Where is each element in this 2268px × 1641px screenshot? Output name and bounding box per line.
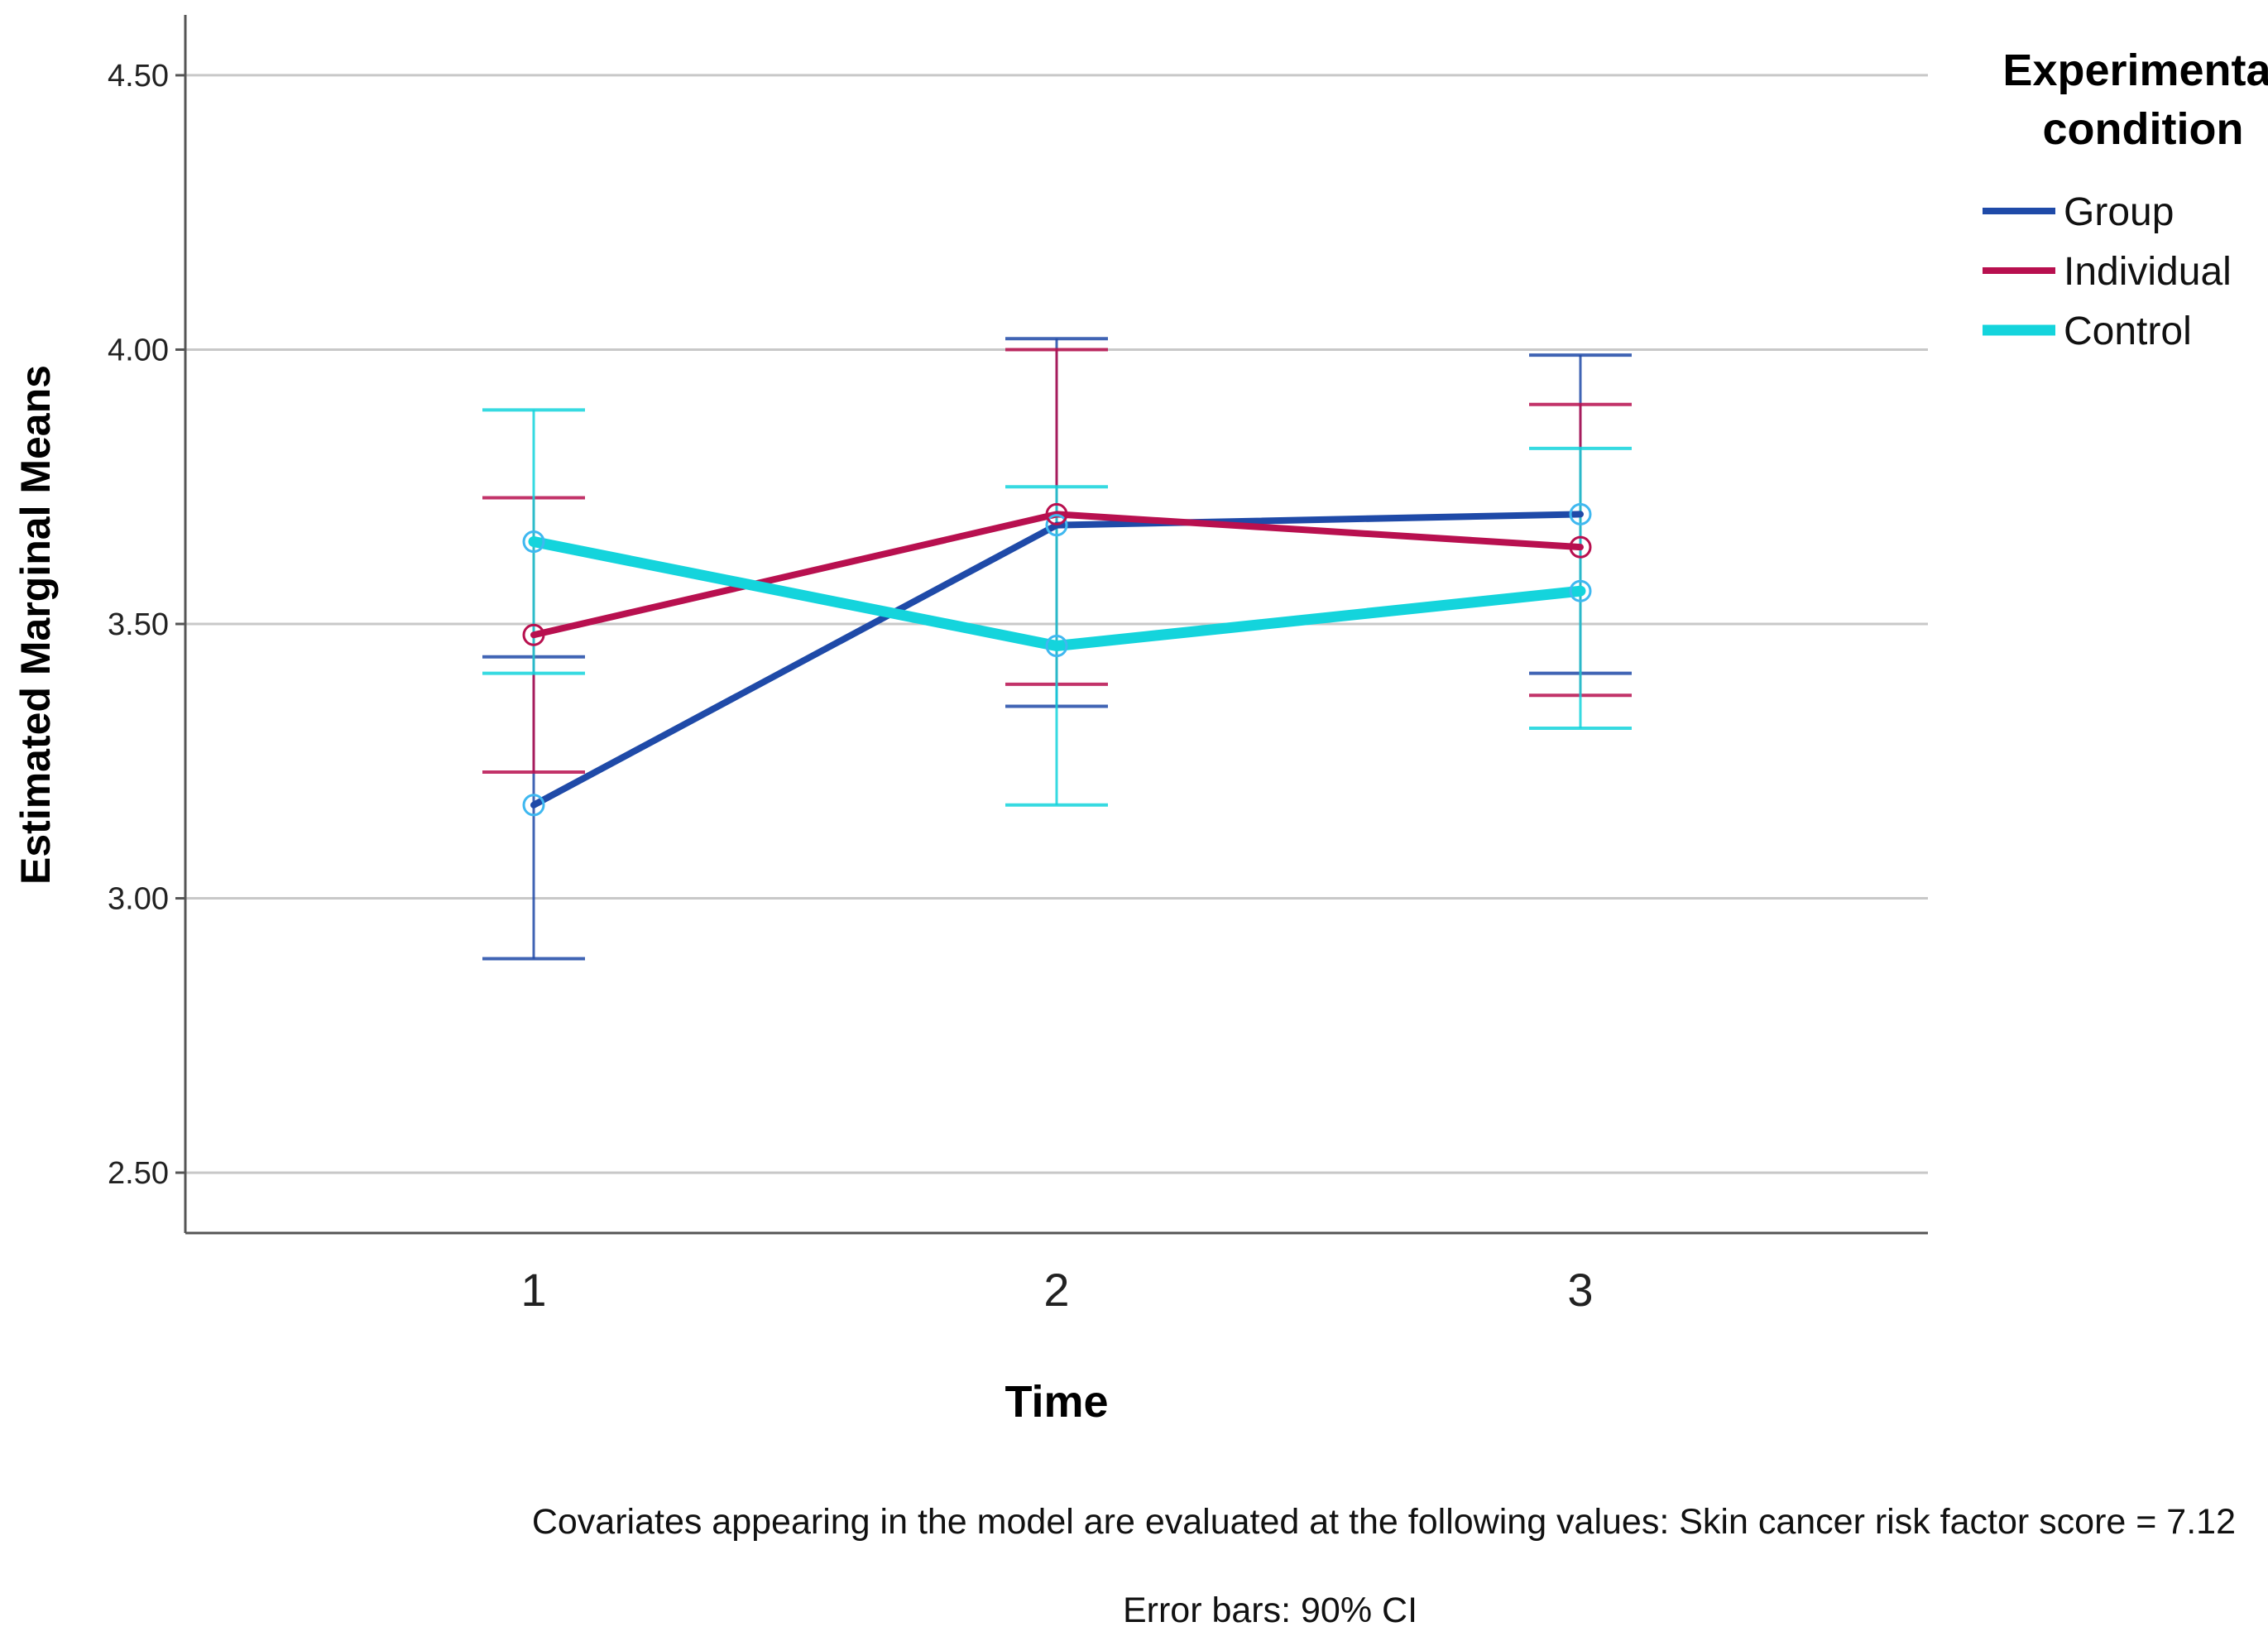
covariates-note: Covariates appearing in the model are ev… xyxy=(532,1502,2236,1542)
data-point-group xyxy=(1045,514,1068,537)
series xyxy=(482,337,1632,961)
y-axis-title: Estimated Marginal Means xyxy=(12,365,59,885)
y-tick-label: 2.50 xyxy=(108,1156,169,1191)
legend-item-individual: Individual xyxy=(1983,250,2232,294)
data-point-control xyxy=(1569,579,1592,602)
legend: Experimental condition Group Individual Co… xyxy=(1983,46,2268,353)
y-tick-label: 4.00 xyxy=(108,333,169,367)
series-line-control xyxy=(528,536,1586,652)
x-tick-label: 3 xyxy=(1567,1264,1593,1316)
x-tick-label: 1 xyxy=(520,1264,546,1316)
y-tick-labels: 2.50 3.00 3.50 4.00 4.50 xyxy=(108,59,185,1191)
y-tick-label: 3.50 xyxy=(108,607,169,642)
legend-title-line-2: condition xyxy=(2043,104,2244,154)
data-point-group xyxy=(1569,502,1592,525)
legend-items: Group Individual Control xyxy=(1983,190,2232,353)
data-point-individual xyxy=(1569,535,1592,559)
legend-label: Group xyxy=(2064,190,2174,234)
y-tick-label: 3.00 xyxy=(108,882,169,917)
x-tick-labels: 1 2 3 xyxy=(520,1264,1593,1316)
legend-label: Individual xyxy=(2064,250,2232,294)
legend-label: Control xyxy=(2064,309,2192,353)
legend-item-control: Control xyxy=(1983,309,2192,353)
data-point-individual xyxy=(522,623,545,646)
data-point-control xyxy=(522,530,545,554)
data-point-individual xyxy=(1045,502,1068,525)
x-axis-title: Time xyxy=(1005,1377,1108,1427)
y-tick-label: 4.50 xyxy=(108,59,169,94)
error-bars-note: Error bars: 90% CI xyxy=(1123,1591,1417,1630)
legend-title-line-1: Experimental xyxy=(2002,46,2268,95)
legend-item-group: Group xyxy=(1983,190,2174,234)
x-tick-label: 2 xyxy=(1043,1264,1069,1316)
data-point-group xyxy=(522,794,545,817)
data-point-control xyxy=(1045,635,1068,658)
